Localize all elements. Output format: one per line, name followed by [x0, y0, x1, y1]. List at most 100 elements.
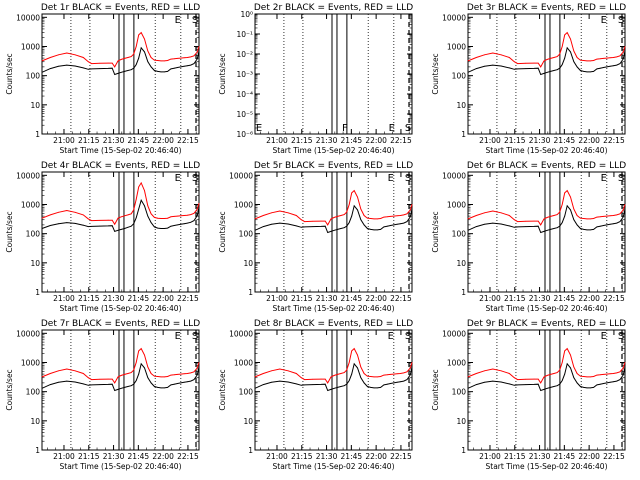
panel-9-point-events: [624, 366, 626, 368]
panel-1-xtick-label: 21:15: [78, 136, 100, 145]
panel-8-point-events: [400, 381, 401, 383]
panel-6-series-lld: [467, 189, 626, 226]
panel-9-point-events: [583, 387, 585, 388]
panel-5-point-lld: [357, 196, 358, 198]
panel-5-point-lld: [337, 216, 338, 217]
panel-6-point-lld: [576, 215, 578, 216]
panel-7-point-events: [170, 384, 172, 386]
panel-7-point-events: [198, 366, 200, 368]
panel-6-ytick-label: 10000: [442, 171, 466, 180]
panel-2-axes-frame: [254, 13, 413, 135]
panel-1-point-events: [138, 57, 140, 59]
panel-9-point-lld: [589, 376, 591, 378]
panel-9-axes-frame: [467, 329, 626, 451]
panel-3-ytick-label: 1: [461, 130, 466, 139]
panel-5-point-lld: [373, 218, 375, 220]
panel-4-point-lld: [144, 190, 145, 192]
panel-7-point-events: [187, 381, 188, 383]
panel-3-point-lld: [566, 32, 568, 33]
panel-3-point-lld: [609, 57, 611, 59]
panel-7-point-lld: [196, 367, 198, 369]
panel-8-point-lld: [300, 377, 302, 379]
panel-6-xtick-label: 22:15: [603, 294, 625, 303]
panel-8-point-lld: [390, 374, 391, 375]
panel-9-xlabel: Start Time (15-Sep-02 20:46:40): [486, 462, 608, 471]
panel-6-point-lld: [583, 218, 585, 219]
panel-7-point-events: [193, 379, 195, 380]
panel-7-point-events: [87, 384, 89, 386]
panel-3-point-events: [500, 65, 502, 67]
panel-3-point-lld: [596, 58, 598, 60]
panel-9-point-events: [492, 380, 494, 382]
panel-5-point-events: [287, 223, 289, 225]
panel-3-point-events: [508, 67, 510, 69]
panel-8-point-events: [353, 363, 355, 365]
panel-3-point-events: [589, 71, 591, 73]
panel-7-point-lld: [193, 371, 195, 373]
panel-8-point-events: [262, 384, 264, 385]
panel-9-point-lld: [603, 374, 604, 375]
panel-6-point-events: [537, 225, 539, 227]
panel-6-point-events: [599, 225, 601, 227]
panel-4-point-events: [114, 231, 116, 232]
panel-3-axes-frame: [467, 13, 626, 135]
panel-6-point-lld: [533, 220, 535, 222]
panel-6-point-events: [566, 205, 568, 207]
panel-8-point-events: [396, 381, 398, 383]
panel-5-point-events: [346, 225, 348, 227]
panel-4-point-lld: [49, 214, 51, 216]
panel-3-point-lld: [492, 52, 494, 54]
panel-9-point-lld: [517, 379, 518, 380]
panel-9-point-lld: [622, 367, 624, 369]
panel-9-point-lld: [576, 373, 578, 374]
panel-7-point-lld: [157, 376, 159, 377]
panel-4-point-lld: [187, 214, 188, 216]
panel-5-point-events: [300, 226, 302, 228]
panel-6-point-events: [513, 226, 515, 228]
panel-7-point-lld: [163, 376, 165, 378]
panel-8-point-events: [348, 380, 350, 381]
panel-1-point-lld: [147, 50, 149, 52]
panel-5-ytick-label: 100: [239, 230, 254, 239]
panel-8-series-events: [254, 362, 413, 392]
panel-8-point-events: [271, 381, 272, 383]
panel-3-point-events: [566, 47, 568, 49]
panel-8-point-events: [279, 380, 281, 382]
panel-3-point-lld: [543, 60, 545, 62]
panel-5-point-events: [386, 225, 388, 227]
panel-6-point-lld: [589, 218, 591, 220]
panel-7-xtick-label: 21:00: [53, 452, 75, 461]
panel-7-point-lld: [198, 362, 200, 363]
panel-1-point-events: [196, 58, 198, 60]
panel-6-point-lld: [596, 216, 598, 218]
panel-9-point-events: [576, 382, 578, 384]
panel-8-point-lld: [380, 376, 381, 377]
panel-8-point-events: [330, 389, 332, 390]
panel-8-point-lld: [343, 372, 345, 373]
panel-7-xtick-label: 21:45: [128, 452, 150, 461]
panel-7-point-events: [82, 383, 84, 385]
panel-9-point-events: [484, 381, 485, 383]
panel-7-point-lld: [120, 375, 122, 376]
panel-1-ytick-label: 1000: [21, 42, 40, 51]
panel-1-point-events: [193, 63, 195, 64]
panel-5-point-lld: [380, 218, 381, 219]
panel-2-ytick-label: 10⁰: [240, 10, 253, 19]
panel-7-point-events: [190, 380, 192, 382]
panel-5-point-events: [376, 229, 378, 231]
panel-1-point-events: [49, 68, 51, 69]
panel-3-point-events: [586, 71, 588, 73]
panel-7-point-lld: [154, 375, 155, 377]
panel-8-point-events: [383, 384, 385, 386]
panel-3-ytick-label: 10: [456, 101, 466, 110]
panel-7-point-lld: [177, 374, 178, 375]
panel-5-series-events: [254, 204, 413, 234]
panel-8-ylabel: Counts/sec: [218, 369, 227, 410]
panel-1-point-lld: [138, 34, 140, 36]
panel-7-point-lld: [187, 373, 188, 374]
panel-2-xtick-label: 21:00: [266, 136, 288, 145]
panel-6-point-events: [624, 208, 626, 210]
panel-4-point-lld: [157, 217, 159, 219]
panel-6-point-lld: [525, 220, 527, 222]
panel-9-point-lld: [492, 368, 494, 370]
